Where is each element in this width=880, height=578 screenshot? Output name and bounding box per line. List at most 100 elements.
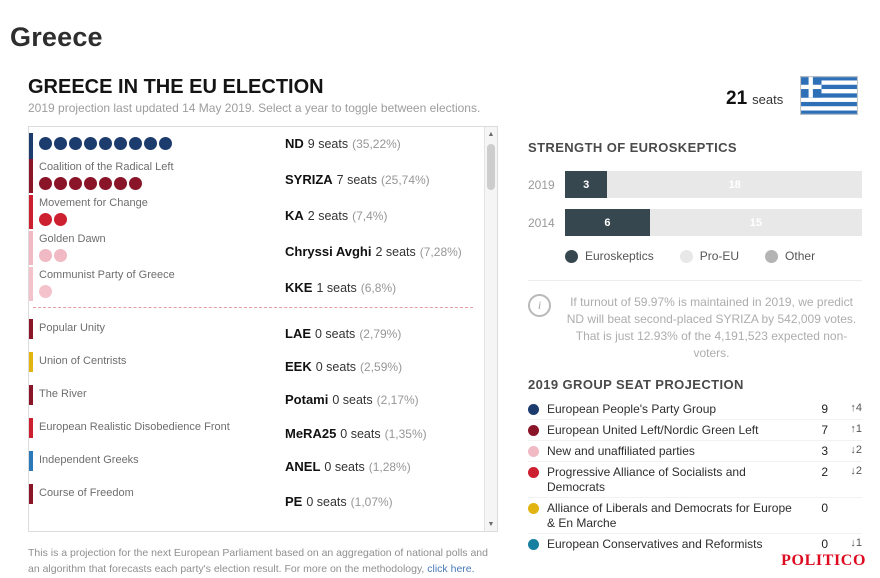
party-full-name: The River <box>39 388 87 400</box>
party-seats: 0 seats <box>306 495 347 509</box>
scroll-up-icon[interactable]: ▲ <box>487 130 495 138</box>
politico-logo[interactable]: POLITICO <box>781 552 866 569</box>
seat-dots-kke <box>39 285 52 298</box>
legend-dot <box>765 249 779 263</box>
party-seats: 0 seats <box>340 427 381 441</box>
party-seat-panel: Coalition of the Radical Left Movement f… <box>28 126 498 532</box>
group-change: ↓1 <box>850 536 862 549</box>
group-color-dot <box>528 403 539 415</box>
proeu-segment: 18 <box>607 171 862 198</box>
legend-label: Other <box>785 249 816 263</box>
legend-label: Euroskeptics <box>585 249 654 263</box>
seat-dot <box>114 177 127 190</box>
party-color-bar <box>29 159 33 193</box>
turnout-note-text: If turnout of 59.97% is maintained in 20… <box>566 295 857 361</box>
party-color-bar <box>29 385 33 405</box>
party-abbr: SYRIZA <box>285 172 333 187</box>
group-name: Progressive Alliance of Socialists and D… <box>547 464 746 494</box>
party-result-row: PE 0 seats (1,07%) <box>285 493 483 511</box>
seat-dot <box>144 137 157 150</box>
scrollbar[interactable]: ▲ ▼ <box>484 127 497 531</box>
section-subtitle: 2019 projection last updated 14 May 2019… <box>28 101 481 115</box>
total-seats-label: seats <box>752 92 784 107</box>
party-full-name: Popular Unity <box>39 322 106 334</box>
party-abbr: Potami <box>285 392 329 407</box>
methodology-link[interactable]: click here. <box>427 562 475 575</box>
party-full-name: Golden Dawn <box>39 233 106 245</box>
party-result-row: SYRIZA 7 seats (25,74%) <box>285 171 483 189</box>
scrollbar-thumb[interactable] <box>487 144 495 190</box>
party-result-row: EEK 0 seats (2,59%) <box>285 358 483 376</box>
seat-dot <box>39 213 52 226</box>
group-seats: 7 <box>821 422 828 437</box>
party-abbr: ANEL <box>285 459 321 474</box>
seat-dot <box>114 137 127 150</box>
party-seats: 1 seats <box>316 281 357 295</box>
party-abbr: KKE <box>285 280 313 295</box>
year-label-2019[interactable]: 2019 <box>528 177 555 192</box>
proeu-value: 18 <box>728 178 741 191</box>
group-color-dot <box>528 466 539 478</box>
party-pct: (25,74%) <box>380 173 430 187</box>
party-color-bar <box>29 231 33 265</box>
party-abbr: MeRA25 <box>285 426 337 441</box>
party-full-name: Communist Party of Greece <box>39 269 175 281</box>
party-pct: (7,28%) <box>419 245 462 259</box>
seat-dot <box>99 137 112 150</box>
info-icon: i <box>528 294 551 317</box>
section-title: GREECE IN THE EU ELECTION <box>28 76 324 98</box>
stacked-bar-2014: 6 15 <box>565 209 862 236</box>
group-color-dot <box>528 424 539 436</box>
group-change: ↑4 <box>850 401 862 414</box>
legend-item-proeu: Pro-EU <box>679 249 740 263</box>
party-full-name: Coalition of the Radical Left <box>39 161 174 173</box>
party-full-name: Union of Centrists <box>39 355 127 367</box>
turnout-note: i If turnout of 59.97% is maintained in … <box>528 280 862 362</box>
scroll-down-icon[interactable]: ▼ <box>487 520 495 528</box>
year-label-2014[interactable]: 2014 <box>528 215 555 230</box>
party-pct: (1,07%) <box>350 495 393 509</box>
party-seats: 2 seats <box>307 209 349 223</box>
euroskeptic-segment: 6 <box>565 209 650 236</box>
seat-dot <box>84 137 97 150</box>
group-color-dot <box>528 502 539 514</box>
greece-flag-icon <box>800 76 858 115</box>
group-projection-table: European People's Party Group 9 ↑4 Europ… <box>528 399 862 554</box>
seat-dot <box>84 177 97 190</box>
party-color-bar <box>29 418 33 438</box>
legend-item-other: Other <box>765 249 815 263</box>
party-result-row: KKE 1 seats (6,8%) <box>285 279 483 297</box>
euroskeptics-bar-2014: 2014 6 15 <box>528 209 862 236</box>
party-abbr: PE <box>285 494 303 509</box>
group-color-dot <box>528 538 539 550</box>
seat-dot <box>39 285 52 298</box>
party-seats: 0 seats <box>332 393 373 407</box>
group-row: European People's Party Group 9 ↑4 <box>528 399 862 421</box>
legend-item-euroskeptics: Euroskeptics <box>565 249 654 263</box>
methodology-note: This is a projection for the next Europe… <box>28 546 490 578</box>
party-seats: 0 seats <box>324 460 365 474</box>
party-pct: (7,4%) <box>352 209 388 223</box>
group-name: European United Left/Nordic Green Left <box>547 422 759 437</box>
seat-dots-syriza <box>39 177 142 190</box>
party-result-row: ND 9 seats (35,22%) <box>285 135 483 153</box>
seat-threshold-divider <box>33 307 473 308</box>
seat-dot <box>69 177 82 190</box>
party-abbr: EEK <box>285 359 312 374</box>
party-pct: (1,35%) <box>384 427 427 441</box>
group-seats: 2 <box>821 464 828 479</box>
group-color-dot <box>528 445 539 457</box>
legend-label: Pro-EU <box>699 249 740 263</box>
seat-dots-ka <box>39 213 67 226</box>
proeu-segment: 15 <box>649 209 862 236</box>
party-abbr: LAE <box>285 326 311 341</box>
party-full-name: Course of Freedom <box>39 487 134 499</box>
party-pct: (2,17%) <box>376 393 419 407</box>
seat-dot <box>39 137 52 150</box>
party-color-bar <box>29 267 33 301</box>
seat-dot <box>129 177 142 190</box>
euroskeptic-segment: 3 <box>565 171 608 198</box>
party-seats: 2 seats <box>375 245 416 259</box>
total-seats: 21 seats <box>726 88 783 110</box>
